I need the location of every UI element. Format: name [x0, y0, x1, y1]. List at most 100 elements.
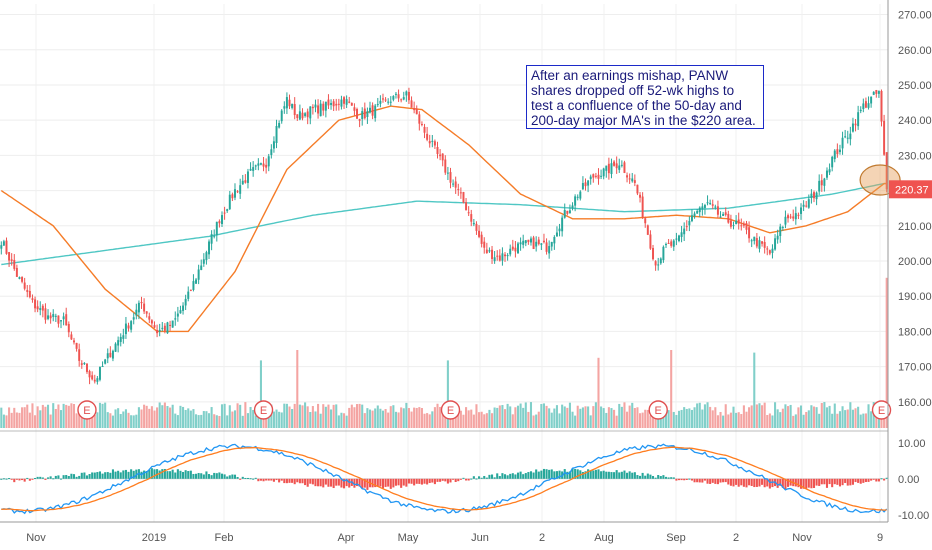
- macd-histogram-bar: [670, 477, 673, 479]
- price-tick-label: 250.00: [898, 80, 932, 92]
- candle-body: [49, 315, 52, 319]
- candle-body: [163, 325, 166, 331]
- macd-histogram-bar: [163, 468, 166, 479]
- candle-body: [311, 106, 314, 109]
- candle-body: [280, 110, 283, 122]
- candle-body: [527, 239, 530, 243]
- macd-histogram-bar: [784, 478, 787, 490]
- candle-body: [667, 242, 670, 244]
- volume-bar: [644, 409, 647, 428]
- volume-bar: [750, 405, 753, 428]
- volume-bar: [548, 408, 551, 428]
- volume-bar: [233, 410, 237, 428]
- candle-body: [337, 103, 340, 105]
- candle-body: [652, 247, 655, 260]
- volume-bar: [818, 413, 821, 428]
- volume-bar: [176, 415, 179, 428]
- volume-bar: [423, 413, 426, 428]
- candle-body: [345, 99, 348, 105]
- volume-bar: [854, 408, 857, 428]
- candle-body: [472, 222, 475, 225]
- candle-body: [568, 210, 571, 214]
- volume-bar: [161, 405, 164, 428]
- candle-body: [800, 207, 803, 214]
- candle-body: [374, 105, 377, 119]
- earnings-marker: [253, 400, 274, 420]
- macd-histogram-bar: [797, 478, 800, 488]
- macd-histogram-bar: [420, 478, 423, 485]
- volume-bar: [493, 407, 496, 428]
- volume-bar: [23, 407, 26, 428]
- candle-body: [690, 215, 693, 222]
- volume-bar: [293, 403, 296, 428]
- macd-histogram-bar: [862, 478, 865, 483]
- candle-body: [851, 123, 854, 132]
- volume-bar: [319, 413, 322, 428]
- macd-histogram-bar: [75, 476, 78, 479]
- candle-body: [420, 124, 423, 126]
- volume-bar: [475, 404, 478, 428]
- macd-histogram-bar: [537, 471, 540, 479]
- volume-bar: [189, 410, 192, 428]
- candle-body: [296, 114, 299, 118]
- macd-histogram-bar: [104, 472, 107, 479]
- macd-histogram-bar: [72, 474, 76, 479]
- macd-histogram-bar: [838, 478, 842, 487]
- candle-body: [36, 306, 39, 310]
- macd-histogram-bar: [659, 476, 662, 479]
- candle-body: [291, 103, 294, 108]
- volume-bar: [335, 404, 338, 428]
- candle-body: [34, 299, 37, 309]
- candle-body: [496, 255, 499, 257]
- volume-bar: [353, 407, 356, 428]
- time-tick-label: Nov: [26, 532, 46, 544]
- macd-histogram-bar: [21, 478, 24, 481]
- volume-bar: [342, 413, 346, 428]
- candle-body: [228, 194, 231, 210]
- candle-body: [628, 178, 631, 180]
- volume-bar: [283, 403, 286, 428]
- macd-histogram-bar: [361, 478, 364, 489]
- volume-bar: [571, 411, 574, 428]
- macd-histogram-bar: [750, 478, 753, 486]
- macd-histogram-bar: [239, 478, 242, 480]
- macd-histogram-bar: [675, 478, 678, 481]
- volume-bar: [696, 403, 699, 428]
- volume-bar: [774, 402, 777, 428]
- macd-histogram-bar: [306, 478, 309, 487]
- volume-bar: [877, 414, 880, 428]
- candle-body: [563, 209, 566, 218]
- volume-bar: [732, 406, 735, 428]
- macd-histogram-bar: [841, 478, 844, 486]
- earnings-marker: [648, 400, 668, 420]
- volume-bar: [472, 414, 475, 428]
- macd-histogram-bar: [262, 478, 265, 482]
- macd-histogram-bar: [501, 473, 504, 479]
- candle-body: [44, 308, 47, 320]
- macd-histogram-bar: [857, 478, 860, 483]
- volume-bar: [581, 407, 584, 428]
- macd-histogram-bar: [252, 478, 255, 480]
- macd-histogram-bar: [553, 471, 556, 479]
- macd-histogram-bar: [332, 478, 335, 489]
- macd-histogram-bar: [291, 478, 294, 483]
- candle-body: [592, 174, 595, 178]
- macd-histogram-bar: [452, 478, 455, 480]
- volume-bar: [145, 405, 148, 428]
- volume-bar: [322, 404, 325, 428]
- candle-body: [236, 191, 239, 193]
- macd-histogram-bar: [581, 471, 584, 479]
- macd-histogram-bar: [776, 478, 779, 488]
- volume-bar: [387, 412, 390, 428]
- macd-histogram-bar: [638, 475, 642, 479]
- candle-body: [306, 111, 309, 118]
- macd-histogram-bar: [454, 478, 457, 482]
- candle-body: [763, 242, 766, 248]
- candle-body: [83, 363, 86, 365]
- candle-body: [813, 192, 815, 199]
- macd-histogram-bar: [485, 477, 488, 479]
- candle-body: [75, 342, 78, 349]
- candle-body: [740, 225, 743, 227]
- time-tick-label: Apr: [337, 532, 354, 544]
- volume-bar: [75, 413, 78, 428]
